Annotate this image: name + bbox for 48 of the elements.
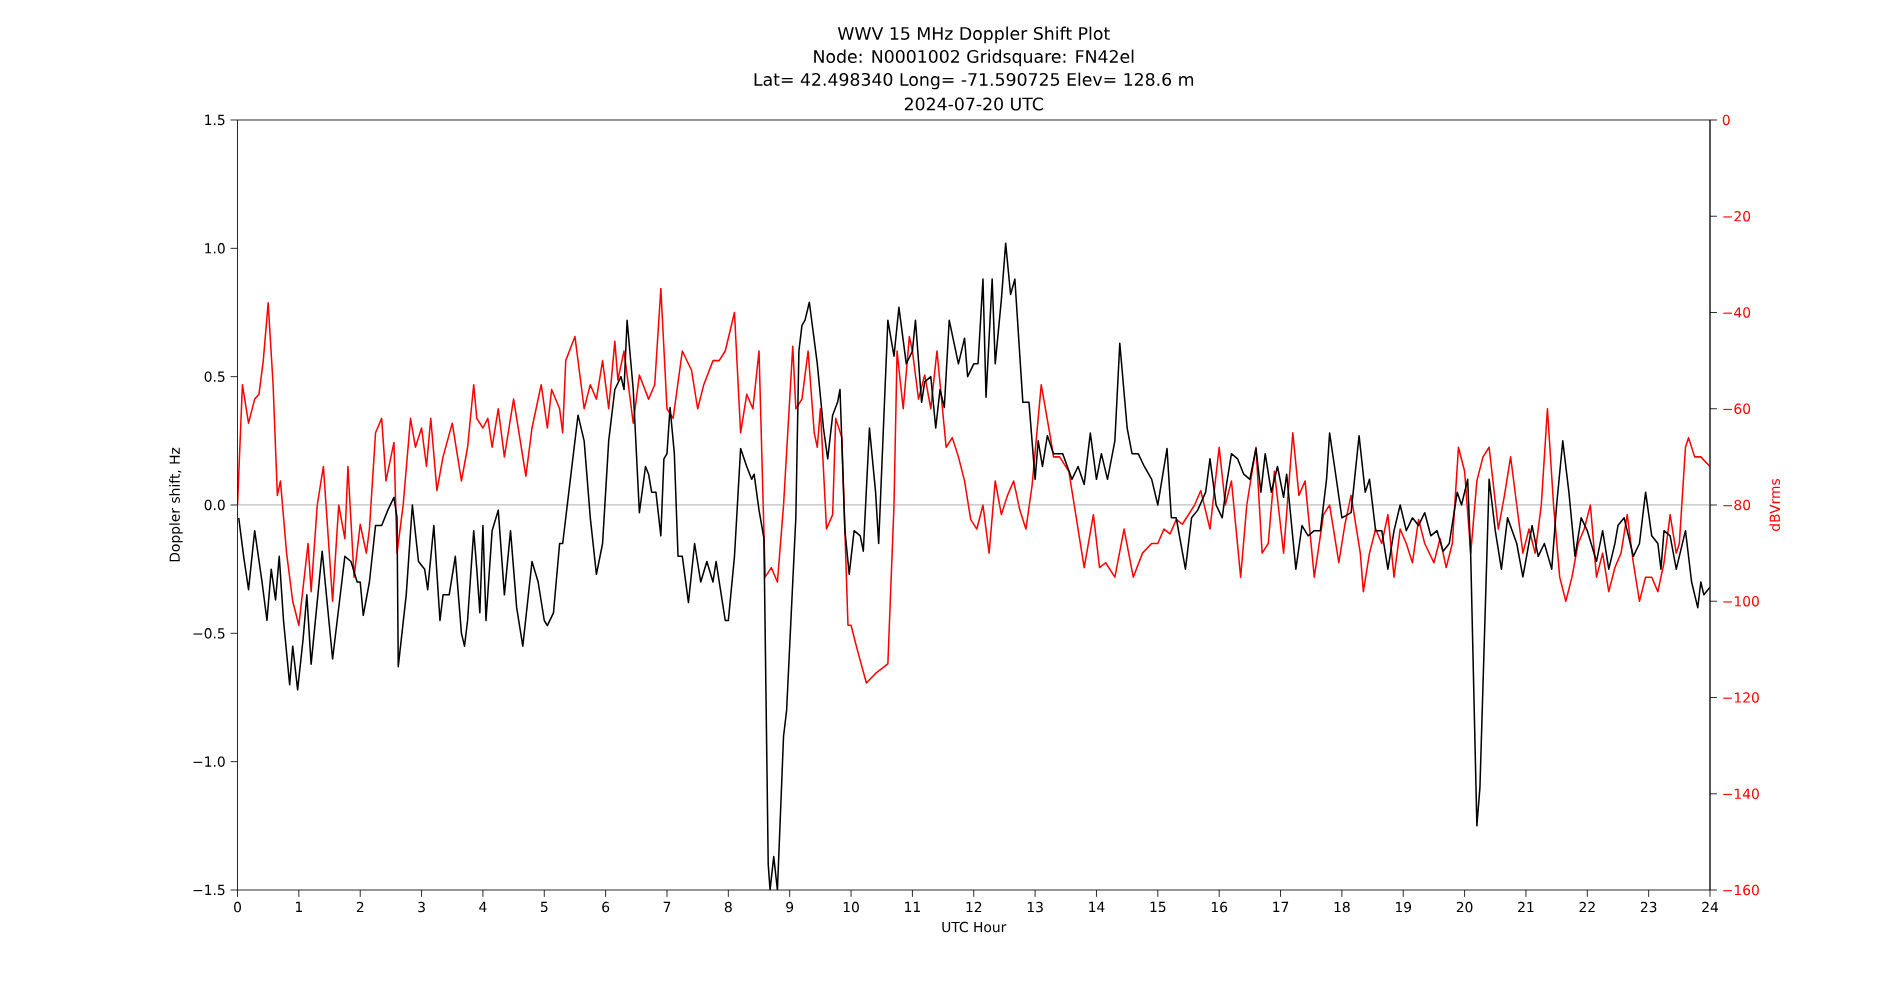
x-tick-label: 6	[602, 901, 610, 913]
x-tick-label: 13	[1027, 901, 1043, 913]
y2-axis-title: dBVrms	[1769, 478, 1781, 531]
x-tick-label: 1	[295, 901, 302, 912]
y-tick-label: −1.5	[193, 884, 225, 896]
y-tick-label: 1.0	[205, 243, 225, 254]
x-tick-label: 22	[1579, 901, 1595, 913]
x-tick-label: 10	[843, 901, 859, 913]
y2-tick-label: −80	[1723, 499, 1751, 511]
y2-tick-label: −100	[1723, 596, 1759, 607]
x-tick-label: 4	[479, 901, 487, 912]
x-tick-label: 7	[663, 901, 671, 912]
x-tick-label: 21	[1518, 901, 1534, 913]
x-tick-label: 12	[966, 901, 982, 913]
y-tick-label: −1.0	[193, 756, 225, 767]
chart-title: WWV 15 MHz Doppler Shift Plot	[837, 26, 1110, 44]
text: 2024-07-20 UTC	[904, 97, 1043, 111]
y2-tick-label: −160	[1723, 884, 1759, 896]
x-tick-label: 20	[1456, 901, 1473, 913]
x-tick-label: 8	[724, 901, 732, 913]
x-axis-title: UTC Hour	[942, 921, 1007, 933]
x-tick-label: 5	[540, 901, 548, 913]
x-tick-label: 3	[418, 901, 425, 913]
x-tick-label: 24	[1702, 901, 1719, 913]
y-tick-label: 1.5	[205, 114, 225, 126]
y-tick-label: 0.0	[204, 499, 225, 511]
y2-tick-label: −120	[1723, 692, 1759, 703]
x-tick-label: 19	[1395, 901, 1412, 913]
x-tick-label: 16	[1211, 901, 1228, 913]
x-tick-label: 0	[234, 901, 241, 913]
x-tick-label: 15	[1150, 901, 1166, 913]
y-tick-label: −0.5	[193, 628, 225, 639]
y2-tick-label: −20	[1723, 210, 1751, 222]
y2-tick-label: 0	[1722, 114, 1730, 126]
y2-tick-label: −60	[1723, 403, 1751, 414]
y2-tick-label: −140	[1723, 788, 1759, 799]
text: Lat= 42.498340 Long= -71.590725 Elev= 128.6 m	[754, 72, 1194, 90]
text: Node: N0001002 Gridsquare: FN42el	[814, 49, 1134, 67]
x-tick-label: 17	[1273, 901, 1289, 912]
y2-tick-label: −40	[1723, 307, 1751, 318]
x-tick-label: 14	[1089, 901, 1105, 912]
x-tick-label: 11	[905, 901, 920, 912]
x-tick-label: 18	[1334, 901, 1350, 913]
x-tick-label: 9	[786, 901, 794, 913]
y-tick-label: 0.5	[204, 371, 225, 382]
y-axis-title: Doppler shift, Hz	[169, 447, 183, 562]
x-tick-label: 23	[1640, 901, 1657, 913]
x-tick-label: 2	[356, 901, 364, 913]
